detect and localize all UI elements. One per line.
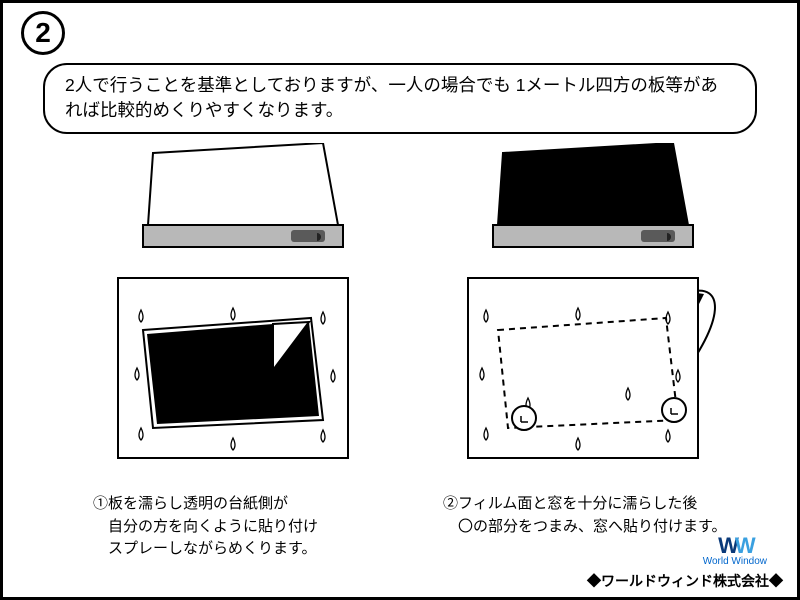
left-caption: ①板を濡らし透明の台紙側が 自分の方を向くように貼り付け スプレーしながらめくり… <box>93 493 318 561</box>
window-with-film <box>498 143 688 225</box>
grab-point-circle <box>512 406 536 430</box>
logo-subtext: World Window <box>703 557 767 567</box>
right-panel <box>423 143 753 493</box>
instruction-text: 2人で行うことを基準としておりますが、一人の場合でも 1メートル四方の板等があれ… <box>65 75 718 120</box>
left-illustration <box>73 143 403 488</box>
brand-logo: WW World Window <box>703 535 767 567</box>
instruction-pill: 2人で行うことを基準としておりますが、一人の場合でも 1メートル四方の板等があれ… <box>43 63 757 134</box>
window-glass-outline <box>148 143 338 225</box>
grab-point-circle <box>662 398 686 422</box>
left-panel <box>73 143 403 493</box>
right-caption: ②フィルム面と窓を十分に濡らした後 〇の部分をつまみ、窓へ貼り付けます。 <box>443 493 727 538</box>
footer-company: ◆ワールドウィンド株式会社◆ <box>587 571 783 591</box>
step-number-badge: 2 <box>21 11 65 55</box>
board-frame <box>468 278 698 458</box>
step-number: 2 <box>35 17 51 49</box>
right-illustration <box>423 143 753 488</box>
